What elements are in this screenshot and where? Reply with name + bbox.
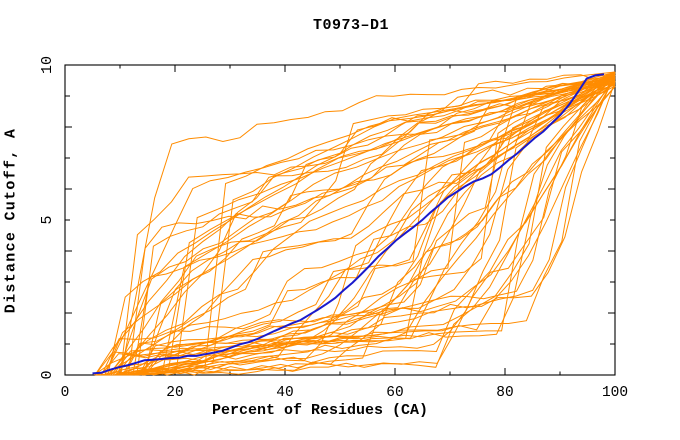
svg-text:0: 0 <box>61 385 70 401</box>
svg-text:5: 5 <box>39 215 56 224</box>
svg-text:0: 0 <box>39 370 56 379</box>
svg-text:40: 40 <box>276 385 293 401</box>
svg-text:100: 100 <box>602 385 628 401</box>
svg-text:80: 80 <box>496 385 513 401</box>
svg-text:10: 10 <box>39 56 56 74</box>
svg-text:20: 20 <box>166 385 183 401</box>
svg-text:60: 60 <box>386 385 403 401</box>
